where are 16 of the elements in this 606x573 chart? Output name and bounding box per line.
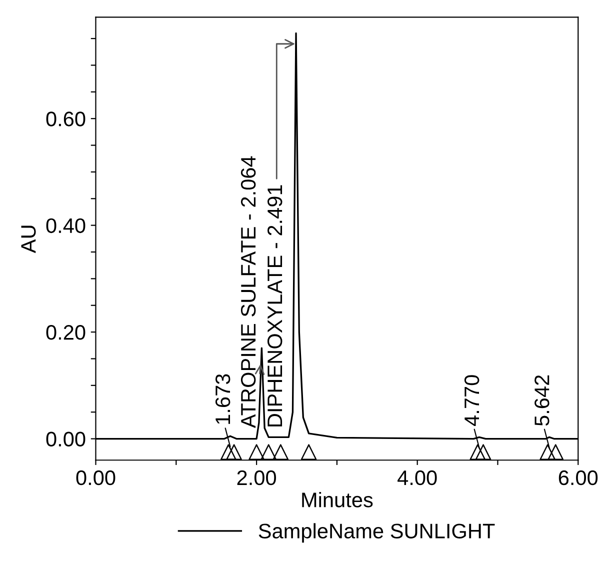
x-tick-label: 0.00 xyxy=(76,470,116,486)
annotation: DIPHENOXYLATE - 2.491 xyxy=(267,185,282,426)
annotation: ATROPINE SULFATE - 2.064 xyxy=(240,156,256,428)
y-tick-label: 0.20 xyxy=(46,325,86,340)
x-axis-title: Minutes xyxy=(302,492,373,508)
x-tick-label: 2.00 xyxy=(237,470,276,486)
y-tick-label: 0.00 xyxy=(46,432,86,447)
y-tick-label: 0.60 xyxy=(46,112,86,126)
annotation: 5.642 xyxy=(534,375,550,426)
x-tick-label: 4.00 xyxy=(398,470,437,486)
legend-label: SampleName SUNLIGHT xyxy=(258,523,495,543)
y-tick-label: 0.40 xyxy=(46,218,86,234)
x-tick-label: 6.00 xyxy=(558,470,598,486)
annotation: 1.673 xyxy=(215,374,230,424)
annotation: 4.770 xyxy=(464,375,480,426)
y-axis-title: AU xyxy=(21,226,36,254)
